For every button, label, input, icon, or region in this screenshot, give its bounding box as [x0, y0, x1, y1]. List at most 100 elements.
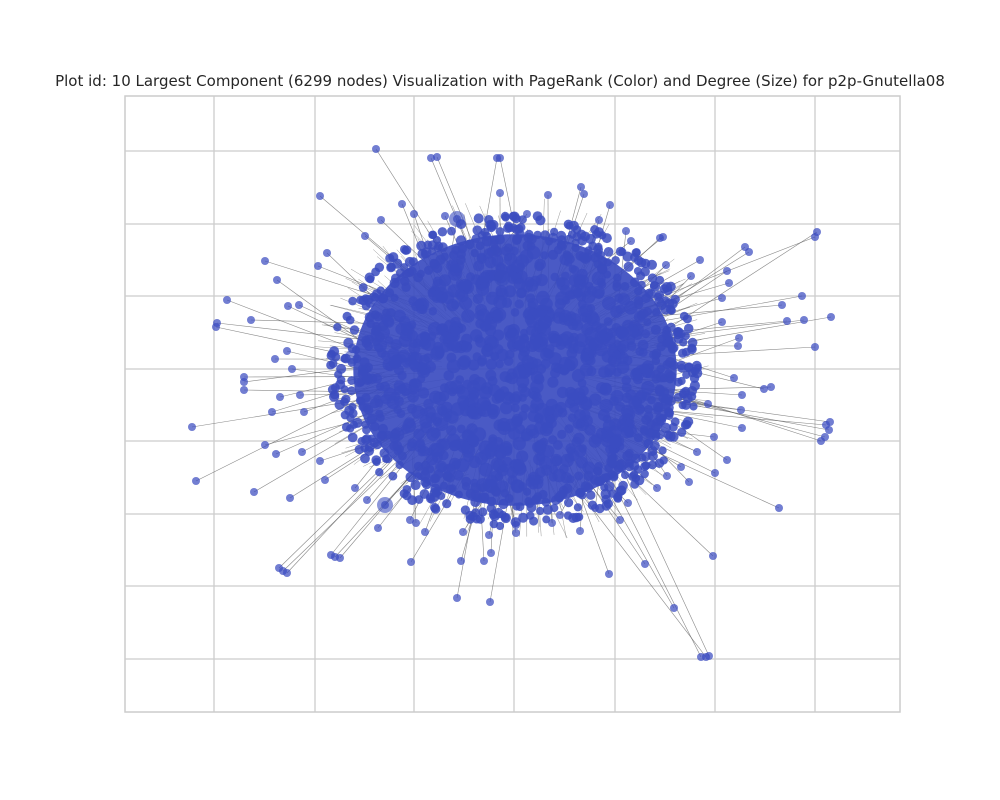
- node: [670, 604, 678, 612]
- node: [547, 376, 559, 388]
- node: [665, 357, 676, 368]
- node: [658, 446, 667, 455]
- node: [427, 288, 437, 297]
- node: [554, 245, 563, 255]
- node: [685, 478, 693, 486]
- node: [580, 303, 593, 317]
- node: [496, 189, 504, 197]
- node: [504, 221, 513, 230]
- node: [637, 280, 646, 289]
- node: [361, 232, 369, 240]
- node: [445, 484, 455, 494]
- node: [556, 386, 569, 399]
- node: [593, 476, 604, 487]
- node: [456, 356, 471, 370]
- node: [608, 356, 617, 365]
- node: [601, 494, 611, 505]
- node: [673, 334, 684, 344]
- node: [478, 492, 489, 503]
- node: [460, 505, 470, 515]
- node: [372, 373, 383, 384]
- node: [361, 435, 371, 445]
- node: [738, 424, 746, 432]
- node: [346, 424, 355, 433]
- node: [681, 332, 690, 341]
- node: [627, 237, 635, 245]
- node: [654, 384, 665, 395]
- node: [333, 323, 342, 332]
- node: [535, 403, 549, 417]
- node: [524, 314, 535, 325]
- node: [737, 406, 745, 414]
- node: [826, 418, 834, 426]
- node: [391, 273, 401, 284]
- node: [518, 512, 529, 523]
- node: [541, 422, 554, 434]
- node: [372, 289, 382, 299]
- node: [486, 496, 497, 507]
- node: [363, 405, 374, 415]
- node: [412, 519, 420, 527]
- node: [576, 268, 588, 280]
- node: [541, 498, 551, 507]
- node: [348, 408, 358, 418]
- node: [445, 473, 455, 483]
- node: [427, 154, 435, 162]
- node: [480, 557, 488, 565]
- node: [677, 363, 687, 373]
- node: [668, 298, 678, 309]
- node: [556, 511, 564, 519]
- node: [407, 495, 418, 506]
- node: [388, 252, 399, 263]
- node: [430, 503, 440, 513]
- node: [734, 342, 742, 350]
- node: [696, 256, 704, 264]
- node: [633, 433, 643, 443]
- node: [495, 285, 508, 297]
- node: [493, 308, 507, 322]
- node: [458, 278, 472, 293]
- node: [456, 386, 470, 400]
- node: [723, 267, 731, 275]
- node: [478, 272, 490, 283]
- node: [494, 270, 510, 286]
- node: [689, 402, 698, 411]
- node: [564, 258, 573, 267]
- node: [501, 297, 513, 308]
- node: [370, 421, 380, 432]
- node: [424, 265, 434, 275]
- node: [564, 424, 574, 434]
- node: [647, 446, 658, 457]
- node: [506, 328, 519, 341]
- node: [530, 379, 544, 394]
- node: [438, 390, 450, 402]
- node: [345, 315, 355, 325]
- node: [495, 521, 505, 531]
- node: [449, 439, 461, 451]
- node: [548, 435, 558, 445]
- node: [677, 427, 687, 437]
- node: [446, 352, 457, 363]
- node: [683, 416, 694, 427]
- node: [374, 262, 385, 272]
- node: [272, 450, 280, 458]
- node: [454, 490, 463, 499]
- node: [407, 391, 419, 403]
- node: [361, 301, 371, 311]
- node: [605, 570, 613, 578]
- node: [488, 441, 499, 452]
- node: [563, 219, 574, 229]
- edge: [594, 446, 702, 658]
- node: [573, 432, 585, 445]
- node: [540, 348, 553, 361]
- node: [639, 425, 649, 434]
- node: [457, 395, 470, 408]
- node: [574, 333, 589, 348]
- node: [550, 272, 559, 282]
- node: [348, 402, 357, 412]
- node: [475, 336, 486, 348]
- node: [562, 483, 573, 494]
- node: [612, 279, 621, 288]
- node: [416, 269, 425, 278]
- node: [632, 374, 643, 385]
